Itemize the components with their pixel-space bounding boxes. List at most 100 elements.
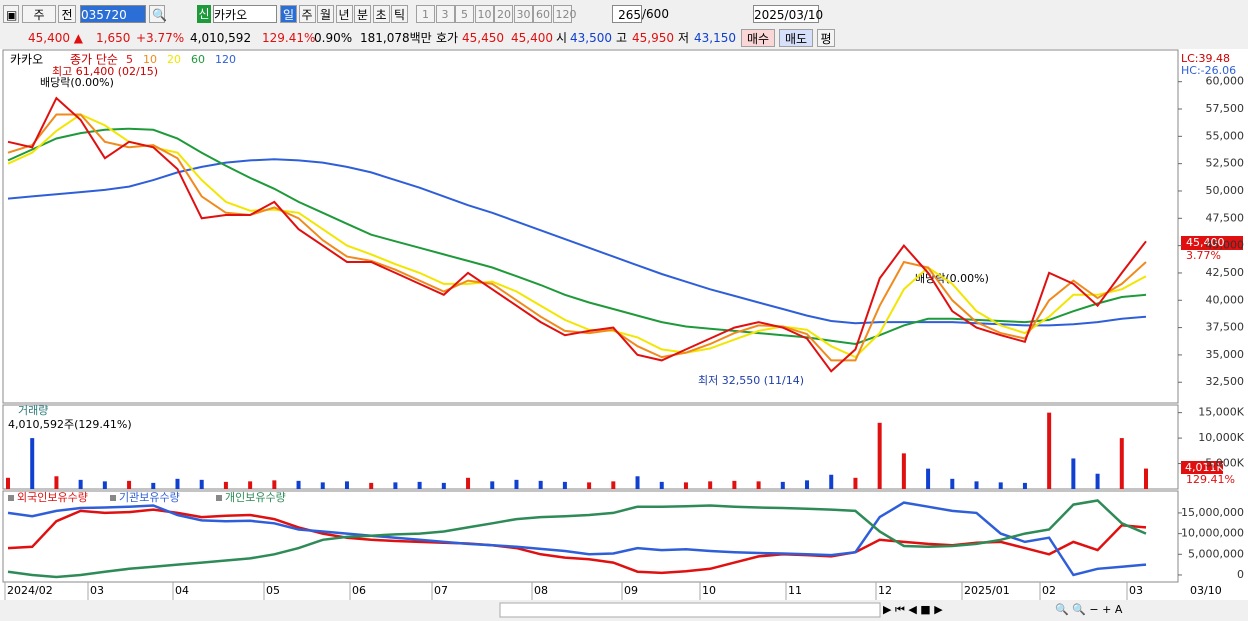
volume-bar: [54, 476, 59, 489]
open: 43,500: [570, 31, 612, 45]
period-btn[interactable]: 분: [354, 5, 371, 23]
period-btn[interactable]: 일: [280, 5, 297, 23]
volume-bar: [587, 482, 592, 489]
y-tick-label: 15,000K: [1198, 406, 1244, 419]
menu-btn[interactable]: ▣: [3, 5, 19, 23]
buy-btn[interactable]: 매수: [741, 29, 775, 47]
legend-entry: 기관보유수량: [119, 491, 180, 504]
x-tick-label: 11: [788, 584, 802, 597]
x-tick-label: 03: [90, 584, 104, 597]
volume-bar: [30, 438, 35, 489]
legend-title: 종가 단순: [70, 53, 118, 67]
volume: 4,010,592: [190, 31, 252, 45]
volume-bar: [175, 478, 180, 489]
legend-entry: 개인보유수량: [225, 491, 286, 504]
period-btn[interactable]: 월: [317, 5, 334, 23]
y-tick-label: 10,000K: [1198, 431, 1244, 444]
period-btn[interactable]: 년: [335, 5, 353, 23]
x-tick-label: 2024/02: [7, 584, 53, 597]
prev-btn[interactable]: 전: [58, 5, 76, 23]
y-tick-label: 47,500: [1206, 211, 1245, 224]
dividend-annotation: 배당락(0.00%): [40, 76, 114, 89]
stock-name-input[interactable]: 카카오: [213, 5, 277, 23]
volume-bar: [853, 477, 858, 489]
volume-bar: [296, 480, 301, 489]
interval-btn[interactable]: 30: [513, 5, 533, 23]
legend-swatch: [216, 495, 222, 501]
turnover: 0.90%: [314, 31, 353, 45]
zoom-icons[interactable]: 🔍 🔍 − + A: [1055, 602, 1123, 616]
volume-info: 4,010,592주(129.41%): [8, 418, 132, 431]
volume-bar: [998, 482, 1003, 489]
volume-bar: [151, 482, 156, 489]
low-label: 저: [678, 31, 690, 45]
legend-swatch: [8, 495, 14, 501]
volume-bar: [974, 481, 979, 489]
interval-btn[interactable]: 1: [416, 5, 435, 23]
sell-btn[interactable]: 매도: [779, 29, 813, 47]
volume-bar: [780, 481, 785, 489]
x-tick-label: 04: [175, 584, 189, 597]
legend-entry: 5: [126, 53, 133, 66]
count-input[interactable]: 265: [612, 5, 642, 23]
series-line: [7, 127, 1147, 346]
legend-swatch: [110, 495, 116, 501]
series-line: [7, 499, 1147, 579]
volume-bar: [466, 477, 471, 489]
volume-bar: [6, 477, 10, 489]
high-label: 고: [616, 31, 628, 45]
legend-entry: 60: [191, 53, 205, 66]
last-volume: 4,011K: [1185, 461, 1224, 474]
interval-btn[interactable]: 5: [455, 5, 474, 23]
x-tick-label: 12: [878, 584, 892, 597]
series-line: [7, 96, 1147, 373]
volume-bar: [901, 453, 906, 489]
x-end-label: 03/10: [1190, 584, 1222, 597]
volume-bar: [1095, 473, 1100, 489]
y-tick-label: 42,500: [1206, 266, 1245, 279]
volume-bar: [393, 482, 398, 489]
interval-btn[interactable]: 20: [494, 5, 513, 23]
period-btn[interactable]: 틱: [391, 5, 408, 23]
avg-btn[interactable]: 평: [817, 29, 835, 47]
legend-entry: 외국인보유수량: [17, 491, 88, 504]
volume-bar: [829, 474, 834, 489]
nav-icon[interactable]: ▶ ⏮ ◀ ■ ▶: [883, 603, 943, 616]
date-input[interactable]: 2025/03/10: [753, 5, 823, 23]
code-input[interactable]: 035720: [80, 5, 146, 23]
x-tick-label: 09: [624, 584, 638, 597]
volume-bar: [659, 481, 664, 489]
nav-buttons[interactable]: ▶ ⏮ ◀ ■ ▶ 🔍 🔍 − + A: [883, 602, 1123, 616]
series-line: [7, 113, 1147, 359]
period-btn[interactable]: 초: [372, 5, 390, 23]
rate: +3.77%: [136, 31, 185, 45]
search-btn[interactable]: 🔍: [149, 5, 167, 23]
volume-bar: [1071, 458, 1076, 489]
interval-btn[interactable]: 120: [552, 5, 577, 23]
y-tick-label: 57,500: [1206, 102, 1245, 115]
price-panel: [2, 49, 1179, 404]
x-tick-label: 03: [1129, 584, 1143, 597]
volume-bar: [441, 482, 446, 489]
volume-bar: [805, 480, 810, 489]
legend-entry: 20: [167, 53, 181, 66]
x-tick-label: 07: [434, 584, 448, 597]
volume-bar: [344, 481, 349, 489]
type-select[interactable]: 주: [22, 5, 56, 23]
interval-btn[interactable]: 10: [474, 5, 494, 23]
interval-btn[interactable]: 60: [533, 5, 552, 23]
interval-btn[interactable]: 3: [435, 5, 455, 23]
scroll-track[interactable]: [499, 602, 881, 618]
y-tick-label: 50,000: [1206, 184, 1245, 197]
y-tick-label: 32,500: [1206, 375, 1245, 388]
volume-bar: [708, 481, 713, 489]
volume-bar: [514, 479, 519, 489]
volume-bar: [272, 480, 277, 489]
y-tick-label: 52,500: [1206, 157, 1245, 170]
badge: 신: [197, 5, 211, 23]
last-price: 45,400: [1186, 236, 1225, 249]
series-line: [7, 158, 1147, 327]
period-btn[interactable]: 주: [298, 5, 316, 23]
